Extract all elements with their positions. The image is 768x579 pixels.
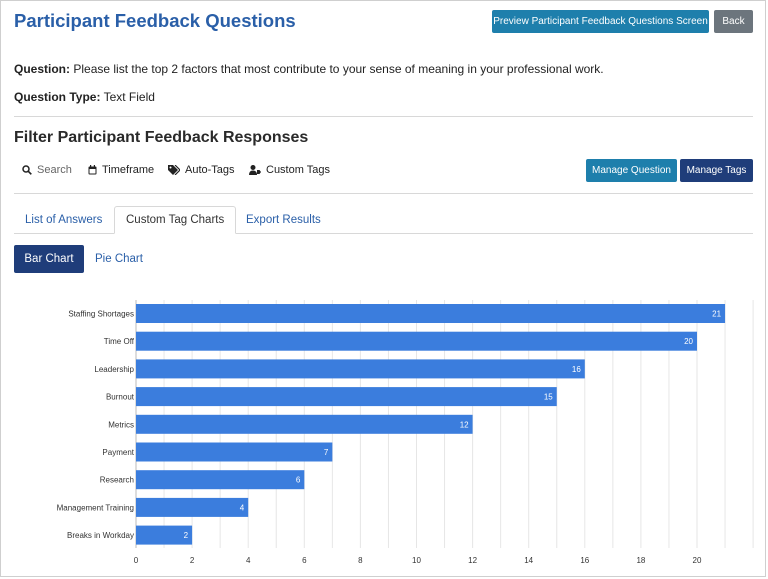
x-tick-label: 12 (468, 556, 477, 565)
calendar-icon (88, 165, 97, 175)
tab-export-results[interactable]: Export Results (246, 214, 321, 226)
category-label: Metrics (108, 420, 134, 429)
x-tick-label: 4 (246, 556, 251, 565)
tab-custom-tag-charts[interactable]: Custom Tag Charts (114, 206, 237, 234)
bar (136, 359, 585, 379)
bar (136, 442, 333, 462)
x-tick-label: 8 (358, 556, 363, 565)
question-type-label: Question Type: (14, 90, 101, 104)
question-text: Please list the top 2 factors that most … (73, 62, 604, 76)
x-tick-label: 10 (412, 556, 421, 565)
divider (14, 193, 753, 194)
tabs-baseline (14, 233, 753, 234)
bar-value-label: 12 (460, 420, 469, 429)
bar (136, 304, 726, 323)
bar-value-label: 21 (712, 310, 721, 319)
bar-value-label: 6 (296, 476, 301, 485)
filter-custom-tags-label: Custom Tags (266, 164, 330, 176)
category-label: Management Training (57, 503, 134, 512)
divider (14, 116, 753, 117)
filter-timeframe[interactable]: Timeframe (88, 164, 154, 176)
bar (136, 331, 697, 351)
bar-value-label: 2 (184, 531, 189, 540)
bar-value-label: 16 (572, 365, 581, 374)
category-label: Payment (102, 448, 134, 457)
category-label: Staffing Shortages (68, 310, 134, 319)
filter-auto-tags[interactable]: Auto-Tags (168, 164, 235, 176)
bar (136, 470, 305, 490)
bar-chart: 0 2 4 6 8 10 12 14 16 18 20 21 Staffing Shortages 20 T… (57, 300, 754, 565)
page-title: Participant Feedback Questions (14, 10, 296, 31)
filter-auto-tags-label: Auto-Tags (185, 164, 235, 176)
x-tick-label: 16 (580, 556, 589, 565)
x-tick-label: 2 (190, 556, 195, 565)
question-type-value: Text Field (103, 90, 155, 104)
bar-value-label: 7 (324, 448, 329, 457)
filter-custom-tags[interactable]: Custom Tags (249, 164, 330, 176)
tags-icon (168, 165, 180, 175)
filter-timeframe-label: Timeframe (102, 164, 155, 176)
user-tag-icon (249, 165, 261, 175)
x-tick-label: 6 (302, 556, 307, 565)
bar-chart-tab[interactable]: Bar Chart (14, 245, 84, 273)
category-label: Research (100, 476, 134, 485)
x-tick-label: 0 (134, 556, 139, 565)
pie-chart-tab[interactable]: Pie Chart (95, 253, 143, 265)
filter-search[interactable]: Search (22, 164, 72, 176)
preview-questions-button[interactable]: Preview Participant Feedback Questions S… (492, 10, 709, 33)
search-icon (22, 165, 32, 175)
bar (136, 525, 193, 545)
x-tick-label: 14 (524, 556, 533, 565)
category-label: Burnout (106, 393, 135, 402)
category-label: Breaks in Workday (67, 531, 134, 540)
category-label: Leadership (94, 365, 134, 374)
bar-value-label: 4 (240, 503, 245, 512)
manage-tags-button[interactable]: Manage Tags (680, 159, 753, 182)
back-button[interactable]: Back (714, 10, 753, 33)
bar-value-label: 20 (684, 337, 693, 346)
filter-section-title: Filter Participant Feedback Responses (14, 129, 309, 146)
filter-search-label: Search (37, 164, 72, 176)
question-label: Question: (14, 62, 70, 76)
x-tick-label: 18 (636, 556, 645, 565)
tab-list-of-answers[interactable]: List of Answers (25, 214, 103, 226)
bar-value-label: 15 (544, 393, 553, 402)
category-label: Time Off (104, 337, 135, 346)
bar (136, 497, 249, 517)
bar (136, 414, 473, 434)
manage-question-button[interactable]: Manage Question (586, 159, 677, 182)
bar (136, 387, 557, 407)
x-tick-label: 20 (693, 556, 702, 565)
question-line: Question: Please list the top 2 factors … (14, 62, 604, 76)
question-type-line: Question Type: Text Field (14, 90, 155, 104)
